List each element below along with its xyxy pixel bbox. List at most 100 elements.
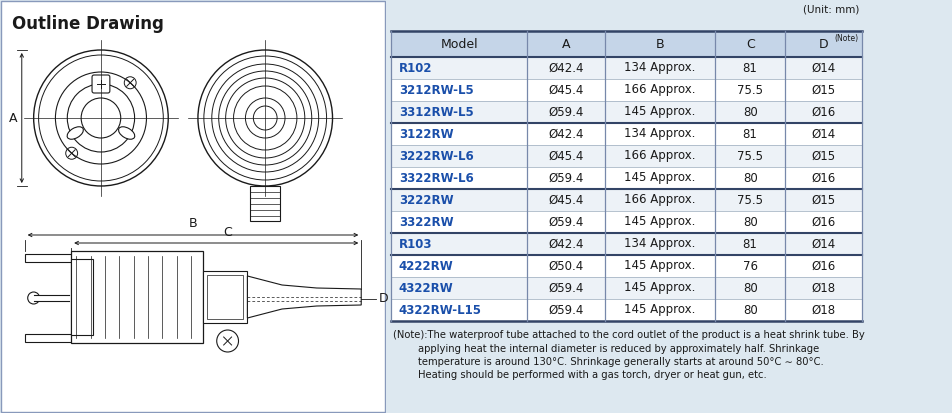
Text: 3312RW-L5: 3312RW-L5 — [398, 105, 473, 119]
Bar — [390, 277, 861, 299]
Text: 166 Approx.: 166 Approx. — [624, 150, 695, 162]
Bar — [390, 101, 861, 123]
Bar — [390, 211, 861, 233]
Bar — [390, 299, 861, 321]
Text: Ø14: Ø14 — [810, 237, 835, 251]
Text: 3322RW-L6: 3322RW-L6 — [398, 171, 473, 185]
Text: 166 Approx.: 166 Approx. — [624, 194, 695, 206]
Text: D: D — [379, 292, 388, 306]
Circle shape — [216, 330, 238, 352]
Circle shape — [28, 292, 40, 304]
Text: Ø59.4: Ø59.4 — [547, 105, 584, 119]
Bar — [207, 275, 243, 319]
Text: 80: 80 — [742, 216, 757, 228]
Text: A: A — [9, 112, 17, 124]
Text: R102: R102 — [398, 62, 432, 74]
Text: Ø59.4: Ø59.4 — [547, 304, 584, 316]
Bar — [390, 31, 861, 57]
Text: Heating should be performed with a gas torch, dryer or heat gun, etc.: Heating should be performed with a gas t… — [392, 370, 765, 380]
Text: 75.5: 75.5 — [736, 83, 763, 97]
Text: 145 Approx.: 145 Approx. — [624, 105, 695, 119]
Ellipse shape — [118, 127, 134, 139]
Bar — [71, 251, 203, 343]
Text: Ø16: Ø16 — [810, 171, 835, 185]
Bar — [390, 233, 861, 255]
Text: Ø16: Ø16 — [810, 259, 835, 273]
Text: 3222RW: 3222RW — [398, 194, 453, 206]
Text: Ø59.4: Ø59.4 — [547, 171, 584, 185]
Bar — [250, 186, 280, 221]
Text: (Unit: mm): (Unit: mm) — [802, 5, 858, 15]
Polygon shape — [248, 276, 361, 318]
Bar — [203, 271, 248, 323]
Text: 80: 80 — [742, 282, 757, 294]
Text: 4222RW: 4222RW — [398, 259, 453, 273]
Text: Ø42.4: Ø42.4 — [547, 128, 584, 140]
FancyBboxPatch shape — [92, 75, 109, 93]
Text: 3122RW: 3122RW — [398, 128, 453, 140]
Text: 3222RW-L6: 3222RW-L6 — [398, 150, 473, 162]
Text: 145 Approx.: 145 Approx. — [624, 171, 695, 185]
Text: (Note): (Note) — [833, 35, 858, 43]
Text: Ø18: Ø18 — [810, 282, 835, 294]
Text: Ø50.4: Ø50.4 — [547, 259, 583, 273]
Text: Ø59.4: Ø59.4 — [547, 282, 584, 294]
Bar — [390, 123, 861, 145]
Text: temperature is around 130°C. Shrinkage generally starts at around 50°C ∼ 80°C.: temperature is around 130°C. Shrinkage g… — [392, 357, 823, 367]
Text: C: C — [745, 38, 754, 50]
Text: 81: 81 — [742, 128, 757, 140]
Text: 81: 81 — [742, 237, 757, 251]
Bar — [390, 189, 861, 211]
Bar — [25, 254, 74, 262]
Bar — [390, 255, 861, 277]
Bar — [71, 259, 93, 335]
Text: 3322RW: 3322RW — [398, 216, 453, 228]
Text: Ø42.4: Ø42.4 — [547, 62, 584, 74]
Text: 166 Approx.: 166 Approx. — [624, 83, 695, 97]
Text: Ø14: Ø14 — [810, 128, 835, 140]
Text: B: B — [655, 38, 664, 50]
Ellipse shape — [67, 127, 83, 139]
Text: (Note):The waterproof tube attached to the cord outlet of the product is a heat : (Note):The waterproof tube attached to t… — [392, 330, 863, 340]
Text: Ø45.4: Ø45.4 — [547, 150, 584, 162]
Text: Ø16: Ø16 — [810, 216, 835, 228]
Text: Ø15: Ø15 — [810, 83, 835, 97]
Bar — [33, 295, 69, 301]
Text: 145 Approx.: 145 Approx. — [624, 216, 695, 228]
Text: Ø16: Ø16 — [810, 105, 835, 119]
Bar — [390, 57, 861, 79]
Text: C: C — [223, 226, 231, 239]
Text: 134 Approx.: 134 Approx. — [624, 237, 695, 251]
Text: 145 Approx.: 145 Approx. — [624, 282, 695, 294]
Text: Ø45.4: Ø45.4 — [547, 83, 584, 97]
Text: 76: 76 — [742, 259, 757, 273]
Text: Ø18: Ø18 — [810, 304, 835, 316]
Text: 3212RW-L5: 3212RW-L5 — [398, 83, 473, 97]
Text: 75.5: 75.5 — [736, 194, 763, 206]
Bar — [25, 334, 74, 342]
Text: A: A — [562, 38, 569, 50]
Text: D: D — [818, 38, 827, 50]
Text: Ø42.4: Ø42.4 — [547, 237, 584, 251]
Text: 134 Approx.: 134 Approx. — [624, 62, 695, 74]
Text: Ø15: Ø15 — [810, 194, 835, 206]
Text: Ø45.4: Ø45.4 — [547, 194, 584, 206]
Text: 80: 80 — [742, 171, 757, 185]
Text: 134 Approx.: 134 Approx. — [624, 128, 695, 140]
Text: Ø59.4: Ø59.4 — [547, 216, 584, 228]
Text: 4322RW-L15: 4322RW-L15 — [398, 304, 482, 316]
Text: 80: 80 — [742, 304, 757, 316]
Text: 4322RW: 4322RW — [398, 282, 453, 294]
Text: 145 Approx.: 145 Approx. — [624, 304, 695, 316]
Text: Outline Drawing: Outline Drawing — [11, 15, 164, 33]
Text: Ø14: Ø14 — [810, 62, 835, 74]
Text: B: B — [188, 217, 197, 230]
Bar — [390, 145, 861, 167]
Text: 81: 81 — [742, 62, 757, 74]
Bar — [390, 167, 861, 189]
Text: R103: R103 — [398, 237, 432, 251]
Text: Model: Model — [440, 38, 478, 50]
Bar — [390, 79, 861, 101]
Text: applying heat the internal diameter is reduced by approximately half. Shrinkage: applying heat the internal diameter is r… — [392, 344, 819, 354]
Text: 145 Approx.: 145 Approx. — [624, 259, 695, 273]
